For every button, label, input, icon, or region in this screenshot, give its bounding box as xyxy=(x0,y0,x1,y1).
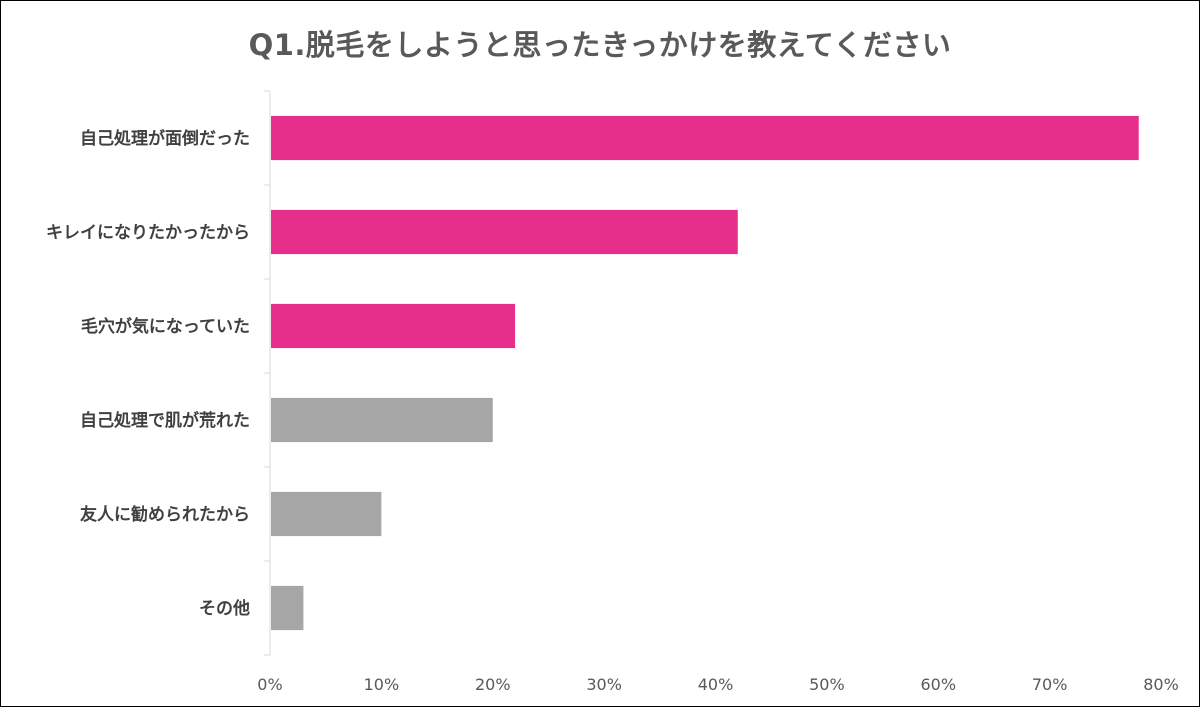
x-tick-label: 70% xyxy=(1032,675,1068,694)
x-tick-label: 0% xyxy=(257,675,282,694)
x-tick-label: 10% xyxy=(364,675,400,694)
x-tick-label: 50% xyxy=(809,675,845,694)
category-label: キレイになりたかったから xyxy=(46,223,250,243)
bar xyxy=(271,303,516,349)
x-tick-label: 20% xyxy=(475,675,511,694)
x-tick-label: 60% xyxy=(920,675,956,694)
category-label: 毛穴が気になっていた xyxy=(81,316,250,337)
category-label: その他 xyxy=(199,598,250,619)
bar xyxy=(271,491,382,537)
category-label: 自己処理が面倒だった xyxy=(80,128,250,149)
bar xyxy=(271,585,304,631)
bar xyxy=(271,115,1139,161)
bar xyxy=(271,397,493,443)
x-tick-label: 80% xyxy=(1143,675,1179,694)
x-tick-label: 40% xyxy=(698,675,734,694)
x-tick-label: 30% xyxy=(586,675,622,694)
bar xyxy=(271,209,738,255)
category-label: 友人に勧められたから xyxy=(80,504,250,525)
category-label: 自己処理で肌が荒れた xyxy=(80,410,250,431)
chart-title: Q1.脱毛をしようと思ったきっかけを教えてください xyxy=(248,28,952,62)
